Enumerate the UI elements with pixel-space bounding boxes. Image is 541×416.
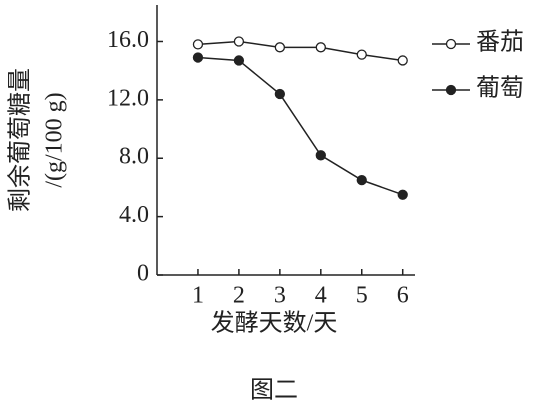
series-line bbox=[197, 56, 403, 196]
data-point bbox=[192, 52, 204, 63]
data-point bbox=[356, 174, 367, 186]
x-axis-label: 发酵天数/天 bbox=[211, 310, 338, 337]
y-axis-label: 剩余葡萄糖量 bbox=[7, 68, 34, 212]
x-tick-label: 2 bbox=[233, 283, 245, 309]
x-tick-label: 1 bbox=[192, 283, 204, 309]
series-line bbox=[197, 40, 403, 62]
legend-label: 番茄 bbox=[476, 29, 524, 56]
data-point bbox=[397, 55, 408, 66]
data-point bbox=[192, 39, 204, 50]
legend-marker bbox=[445, 38, 457, 50]
data-point bbox=[233, 55, 245, 66]
x-tick-label: 5 bbox=[356, 283, 368, 309]
y-tick-label: 8.0 bbox=[119, 144, 149, 170]
data-point bbox=[274, 42, 286, 53]
caption: 图二 bbox=[250, 378, 298, 404]
data-point bbox=[356, 49, 367, 60]
y-tick-label: 12.0 bbox=[107, 85, 149, 111]
y-tick-label: 16.0 bbox=[107, 27, 149, 53]
data-point bbox=[233, 36, 245, 47]
y-tick-label: 4.0 bbox=[119, 202, 149, 228]
legend-label: 葡萄 bbox=[476, 75, 524, 102]
data-point bbox=[315, 150, 326, 161]
data-point bbox=[274, 88, 286, 100]
y-tick-label: 0 bbox=[137, 261, 149, 287]
x-tick-label: 6 bbox=[397, 283, 409, 309]
x-tick-label: 4 bbox=[315, 283, 327, 309]
y-axis-unit: /(g/100 g) bbox=[42, 92, 68, 187]
data-point bbox=[397, 189, 408, 200]
x-tick-label: 3 bbox=[274, 283, 286, 309]
legend-marker bbox=[445, 84, 457, 96]
data-point bbox=[315, 42, 326, 53]
